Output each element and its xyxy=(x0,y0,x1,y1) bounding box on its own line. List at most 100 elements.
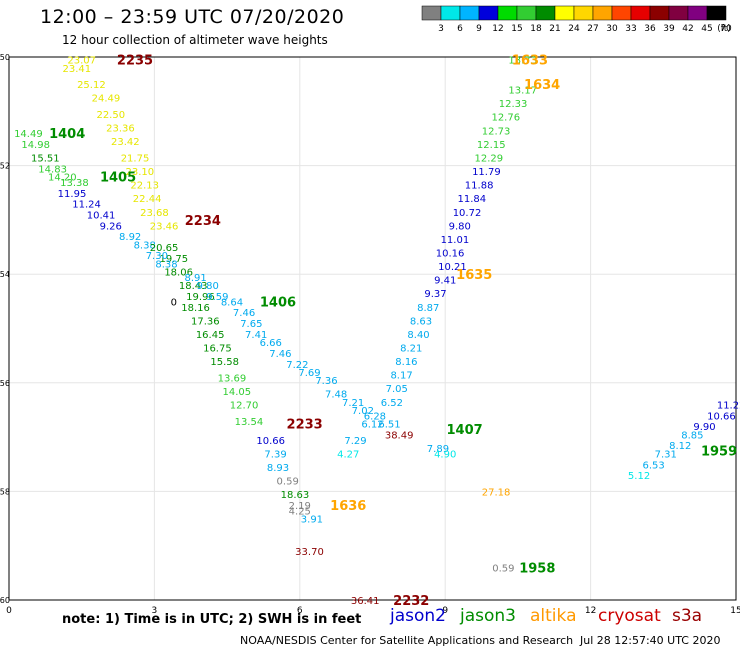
data-point: 8.21 xyxy=(400,344,422,355)
data-point: 11.22 xyxy=(717,401,740,412)
data-point: 7.46 xyxy=(269,349,291,360)
colorbar-tick-label: 33 xyxy=(625,24,636,34)
data-point: 8.16 xyxy=(395,357,417,368)
data-point: 7.21 xyxy=(342,398,364,409)
colorbar-tick-label: 39 xyxy=(663,24,675,34)
legend-altika: altika xyxy=(530,606,577,626)
data-point: 19.75 xyxy=(159,254,188,265)
data-point: 6.51 xyxy=(378,420,400,431)
data-point: 10.21 xyxy=(438,262,467,273)
data-point: 17.36 xyxy=(191,316,220,327)
data-point: 7.02 xyxy=(352,406,374,417)
data-point: 7.65 xyxy=(240,319,262,330)
data-point: 14.83 xyxy=(38,164,67,175)
time-label: 2234 xyxy=(185,214,221,229)
colorbar-tick-label: 9 xyxy=(476,24,482,34)
time-label: 1404 xyxy=(49,127,85,142)
colorbar-tick-label: 6 xyxy=(457,24,463,34)
plot-frame xyxy=(8,56,737,601)
data-point: 6.66 xyxy=(260,338,282,349)
data-point: 23.41 xyxy=(63,64,92,75)
data-point: 12.70 xyxy=(230,401,259,412)
data-point: 23.36 xyxy=(106,124,135,135)
colorbar-swatch xyxy=(497,5,518,21)
data-point: 6.53 xyxy=(642,460,664,471)
colorbar-swatch xyxy=(649,5,670,21)
data-point: 12.15 xyxy=(477,140,506,151)
data-point: 10.72 xyxy=(453,208,482,219)
colorbar-tick-label: 70 xyxy=(720,24,732,34)
data-point: 22.13 xyxy=(130,181,159,192)
data-point: 16.45 xyxy=(196,330,225,341)
data-point: 6.52 xyxy=(381,398,403,409)
data-point: 7.89 xyxy=(427,444,449,455)
colorbar-tick-label: 30 xyxy=(606,24,618,34)
x-tick-label: 9 xyxy=(442,606,448,616)
data-point: 23.42 xyxy=(111,137,140,148)
legend-jason3: jason3 xyxy=(460,606,516,626)
colorbar-tick-label: 27 xyxy=(587,24,598,34)
note-text: note: 1) Time is in UTC; 2) SWH is in fe… xyxy=(62,612,362,627)
data-point: 8.87 xyxy=(417,303,439,314)
legend-cryosat: cryosat xyxy=(598,606,661,626)
colorbar-swatch xyxy=(611,5,632,21)
colorbar-swatch xyxy=(687,5,708,21)
data-point: 10.41 xyxy=(87,210,116,221)
data-point: 8.38 xyxy=(155,259,177,270)
colorbar-tick-label: 45 xyxy=(701,24,712,34)
data-point: 8.40 xyxy=(407,330,429,341)
time-label: 1634 xyxy=(524,78,560,93)
data-point: 13.38 xyxy=(60,178,89,189)
data-point: 11.01 xyxy=(441,235,470,246)
data-point: 8.64 xyxy=(221,297,243,308)
data-point: 12.76 xyxy=(491,113,520,124)
data-point: 9.80 xyxy=(449,221,471,232)
colorbar-tick-label: 24 xyxy=(568,24,580,34)
data-point: 8.17 xyxy=(390,371,412,382)
colorbar-swatch xyxy=(668,5,689,21)
time-label: 1635 xyxy=(456,268,492,283)
data-point: 8.63 xyxy=(410,316,432,327)
data-point: 4.27 xyxy=(337,449,359,460)
data-point: 24.49 xyxy=(92,94,121,105)
colorbar-swatch xyxy=(516,5,537,21)
time-label: 2235 xyxy=(117,54,153,69)
x-tick-label: 6 xyxy=(297,606,303,616)
data-point: 14.98 xyxy=(21,140,50,151)
data-point: 16.75 xyxy=(203,344,232,355)
data-point: 27.18 xyxy=(482,487,511,498)
y-tick-label: -56 xyxy=(0,379,10,388)
data-point: 11.95 xyxy=(58,189,87,200)
data-point: 18.43 xyxy=(179,281,208,292)
data-point: 14.05 xyxy=(222,387,251,398)
data-point: 11.24 xyxy=(72,200,101,211)
x-tick-label: 3 xyxy=(152,606,158,616)
data-point: 12.33 xyxy=(499,99,528,110)
data-point: 7.22 xyxy=(286,360,308,371)
data-point: 9.41 xyxy=(434,276,456,287)
colorbar-swatch xyxy=(706,5,727,21)
chart-subtitle: 12 hour collection of altimeter wave hei… xyxy=(62,33,328,47)
time-label: 1405 xyxy=(100,170,136,185)
data-point: 7.46 xyxy=(233,308,255,319)
data-point: 15.58 xyxy=(210,357,239,368)
colorbar-swatch xyxy=(573,5,594,21)
data-point: 6.12 xyxy=(361,420,383,431)
data-point: 0 xyxy=(171,297,177,308)
data-point: 13.54 xyxy=(235,417,264,428)
colorbar-tick-label: (ft) xyxy=(717,24,731,34)
y-tick-label: -58 xyxy=(0,487,10,496)
time-label: 1406 xyxy=(260,295,296,310)
data-point: 21.75 xyxy=(121,153,150,164)
data-point: 6.28 xyxy=(364,411,386,422)
time-label: 2232 xyxy=(393,594,429,609)
data-point: 9.59 xyxy=(206,292,228,303)
data-point: 8.93 xyxy=(267,463,289,474)
data-point: 3.91 xyxy=(301,515,323,526)
y-tick-label: -54 xyxy=(0,270,10,279)
y-tick-label: -52 xyxy=(0,162,10,171)
data-point: 2.19 xyxy=(289,501,311,512)
data-point: 10.16 xyxy=(436,248,465,259)
